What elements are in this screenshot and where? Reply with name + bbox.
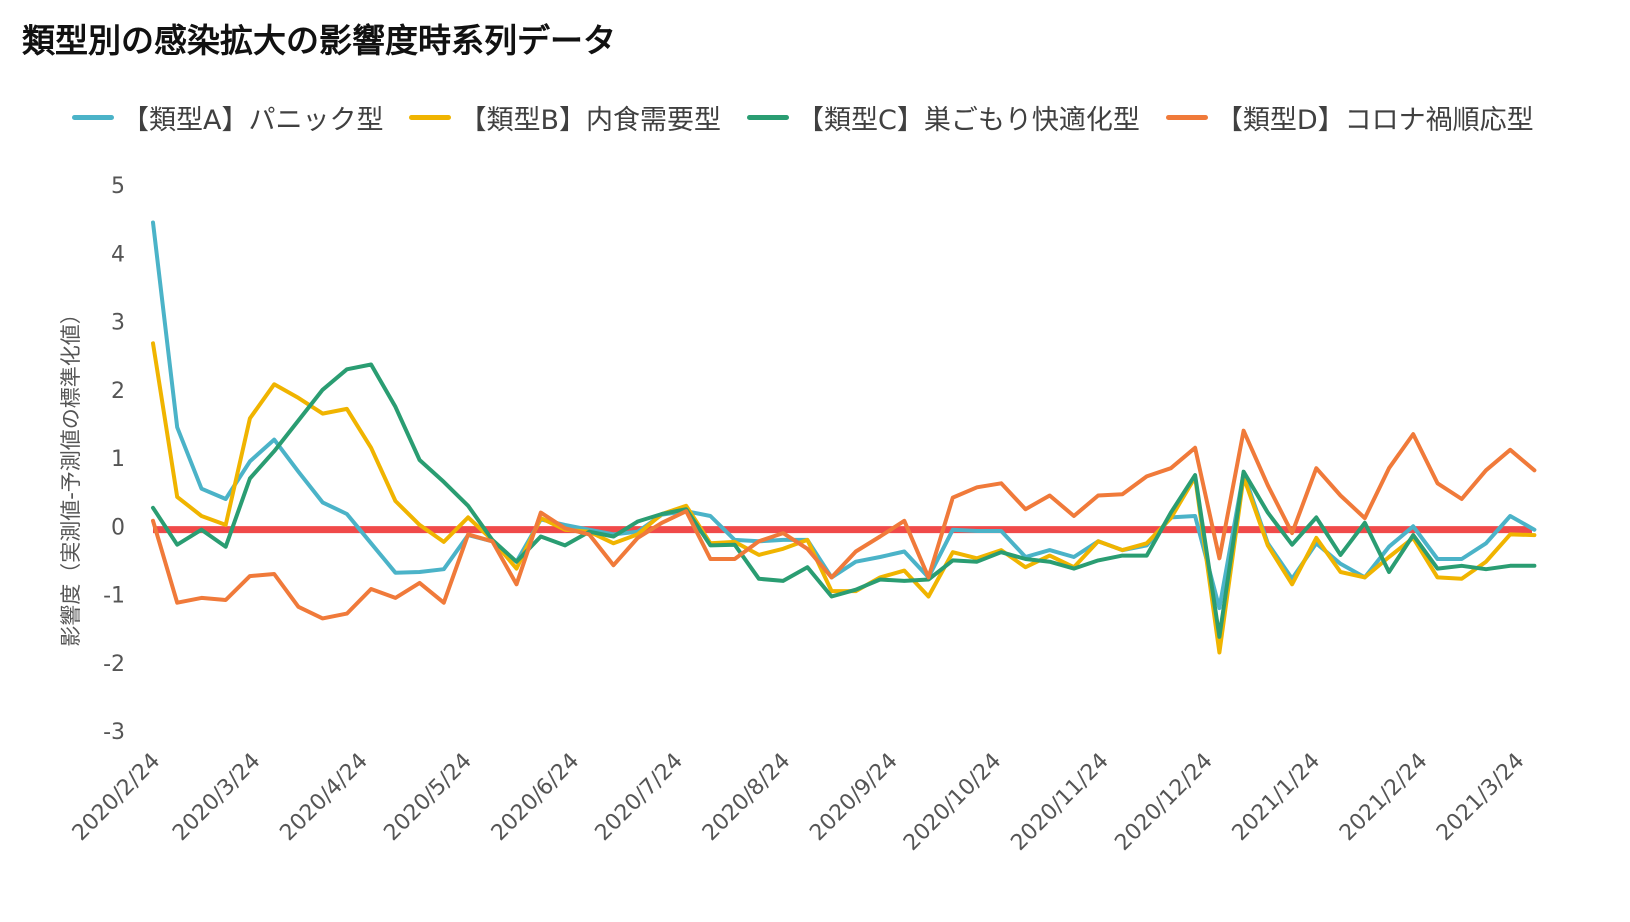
series-line-b xyxy=(151,341,1537,655)
x-tick-label: 2021/3/24 xyxy=(1432,749,1529,846)
y-tick-label: 4 xyxy=(111,242,125,267)
x-tick-label: 2020/9/24 xyxy=(805,749,902,846)
y-tick-label: 1 xyxy=(111,447,125,472)
x-tick-label: 2020/12/24 xyxy=(1110,749,1217,856)
y-ticks: 5 4 3 2 1 0 -1 -2 -3 xyxy=(103,174,125,745)
legend-item-c[interactable]: 【類型C】巣ごもり快適化型 xyxy=(747,98,1140,137)
legend-swatch-d xyxy=(1165,115,1208,120)
y-tick-label: -3 xyxy=(103,720,125,745)
y-tick-label: 0 xyxy=(111,515,125,540)
legend-label-b: 【類型B】内食需要型 xyxy=(459,105,722,136)
series-layer xyxy=(151,220,1537,655)
legend-item-d[interactable]: 【類型D】コロナ禍順応型 xyxy=(1165,98,1534,137)
y-tick-label: -1 xyxy=(103,584,125,609)
x-tick-label: 2020/5/24 xyxy=(379,749,476,846)
x-tick-label: 2020/2/24 xyxy=(68,749,165,846)
series-line-c xyxy=(151,362,1537,639)
series-line-d xyxy=(151,428,1537,621)
y-tick-label: -2 xyxy=(103,652,125,677)
legend-label-c: 【類型C】巣ごもり快適化型 xyxy=(797,105,1140,136)
legend-label-d: 【類型D】コロナ禍順応型 xyxy=(1215,105,1534,136)
x-tick-label: 2020/8/24 xyxy=(698,749,795,846)
x-tick-label: 2020/6/24 xyxy=(487,749,584,846)
legend-swatch-c xyxy=(747,115,790,120)
legend-item-a[interactable]: 【類型A】パニック型 xyxy=(72,98,383,137)
x-ticks: 2020/2/24 2020/3/24 2020/4/24 2020/5/24 2020… xyxy=(68,749,1530,856)
x-tick-label: 2021/1/24 xyxy=(1228,749,1325,846)
legend-swatch-b xyxy=(409,115,452,120)
x-tick-label: 2020/11/24 xyxy=(1006,749,1113,856)
x-tick-label: 2020/10/24 xyxy=(899,749,1006,856)
legend-label-a: 【類型A】パニック型 xyxy=(122,105,384,136)
x-tick-label: 2020/3/24 xyxy=(168,749,265,846)
legend: 【類型A】パニック型 【類型B】内食需要型 【類型C】巣ごもり快適化型 【類型D… xyxy=(72,98,1560,137)
y-tick-label: 3 xyxy=(111,311,125,336)
x-tick-label: 2020/7/24 xyxy=(591,749,688,846)
x-tick-label: 2020/4/24 xyxy=(275,749,372,846)
y-tick-label: 2 xyxy=(111,379,125,404)
legend-swatch-a xyxy=(72,115,114,120)
legend-item-b[interactable]: 【類型B】内食需要型 xyxy=(409,98,721,137)
y-tick-label: 5 xyxy=(111,174,125,199)
y-axis-label-group: 影響度（実測値-予測値の標準化値） xyxy=(59,303,83,647)
chart-title: 類型別の感染拡大の影響度時系列データ xyxy=(22,21,616,60)
x-tick-label: 2021/2/24 xyxy=(1335,749,1432,846)
y-axis-label: 影響度（実測値-予測値の標準化値） xyxy=(59,303,83,647)
